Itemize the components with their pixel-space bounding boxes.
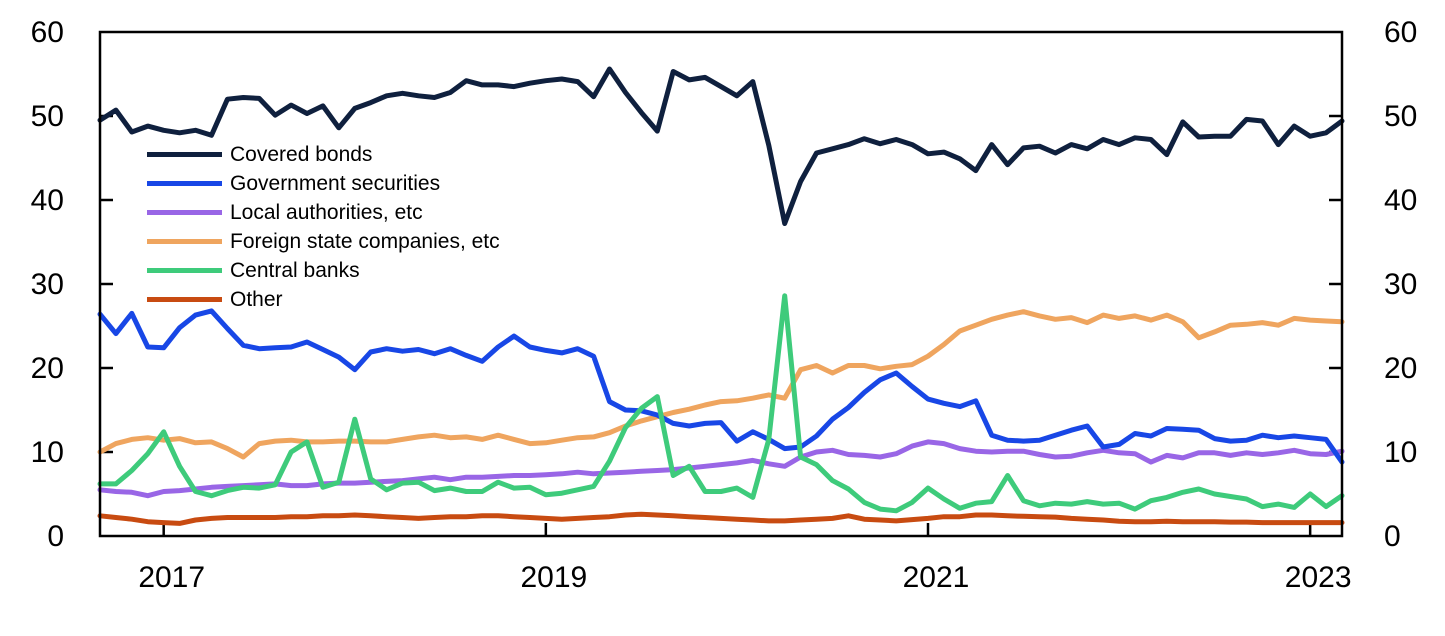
series-line-local-authorities-etc <box>97 439 1345 499</box>
legend-label: Central banks <box>230 259 360 282</box>
legend-swatch-foreign-state-companies-etc <box>147 239 222 244</box>
legend-label: Foreign state companies, etc <box>230 230 500 253</box>
y-axis-label-left-0: 0 <box>47 520 64 553</box>
legend-swatch-other <box>147 297 222 302</box>
x-axis-label-2019: 2019 <box>520 561 587 594</box>
y-axis-label-left-40: 40 <box>31 184 64 217</box>
y-axis-label-left-50: 50 <box>31 100 64 133</box>
legend-swatch-local-authorities-etc <box>147 210 222 215</box>
legend-label: Other <box>230 288 283 311</box>
y-axis-label-right-50: 50 <box>1384 100 1417 133</box>
x-axis-label-2023: 2023 <box>1285 561 1352 594</box>
legend-label: Government securities <box>230 172 441 195</box>
legend-label: Covered bonds <box>230 143 373 166</box>
legend-swatch-government-securities <box>147 181 222 186</box>
plot-frame <box>98 30 1344 538</box>
legend-item-central-banks: Central banks <box>147 256 500 285</box>
legend-item-government-securities: Government securities <box>147 169 500 198</box>
series-line-government-securities <box>97 308 1345 465</box>
y-axis-label-left-30: 30 <box>31 268 64 301</box>
legend-swatch-central-banks <box>147 268 222 273</box>
y-axis-label-right-10: 10 <box>1384 436 1417 469</box>
legend-item-covered-bonds: Covered bonds <box>147 140 500 169</box>
y-axis-label-right-30: 30 <box>1384 268 1417 301</box>
legend-item-local-authorities-etc: Local authorities, etc <box>147 198 500 227</box>
series-line-other <box>97 511 1345 526</box>
legend-item-foreign-state-companies-etc: Foreign state companies, etc <box>147 227 500 256</box>
y-axis-label-left-10: 10 <box>31 436 64 469</box>
y-axis-label-right-40: 40 <box>1384 184 1417 217</box>
y-axis-label-right-0: 0 <box>1384 520 1401 553</box>
series-line-covered-bonds <box>97 66 1345 226</box>
legend-label: Local authorities, etc <box>230 201 423 224</box>
x-axis-label-2017: 2017 <box>138 561 205 594</box>
legend: Covered bonds Government securities Local … <box>147 140 500 314</box>
y-axis-label-left-60: 60 <box>31 16 64 49</box>
y-axis-label-right-20: 20 <box>1384 352 1417 385</box>
legend-item-other: Other <box>147 285 500 314</box>
x-axis-label-2021: 2021 <box>903 561 970 594</box>
y-axis-label-right-60: 60 <box>1384 16 1417 49</box>
y-axis-label-left-20: 20 <box>31 352 64 385</box>
legend-swatch-covered-bonds <box>147 152 222 157</box>
series-line-central-banks <box>97 293 1345 514</box>
